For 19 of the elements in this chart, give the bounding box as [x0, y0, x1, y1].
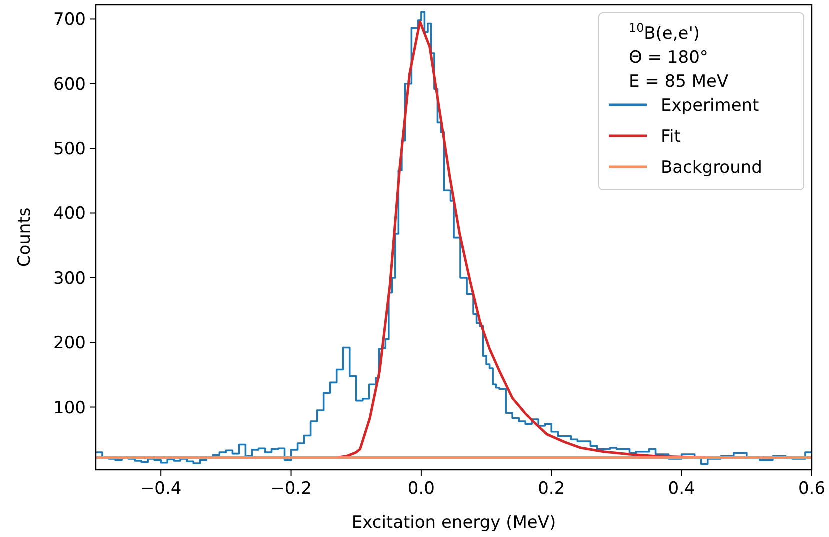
x-tick-label: 0.0	[408, 479, 435, 499]
y-axis-title: Counts	[15, 208, 35, 268]
y-tick-label: 500	[54, 140, 86, 160]
x-tick-label: 0.6	[798, 479, 826, 499]
y-tick-label: 100	[54, 398, 86, 418]
x-axis-title: Excitation energy (MeV)	[352, 513, 556, 533]
x-tick-label: −0.4	[140, 479, 182, 499]
y-tick-label: 300	[54, 268, 86, 289]
legend-label: Background	[661, 158, 762, 178]
x-tick-label: −0.2	[270, 479, 312, 499]
y-tick-label: 700	[54, 10, 86, 30]
y-tick-label: 400	[54, 204, 86, 224]
x-tick-label: 0.4	[668, 479, 696, 499]
legend-title: $^{10}$B(e,e') Θ = 180° E = 85 MeV	[629, 21, 729, 92]
y-tick-label: 600	[54, 74, 86, 95]
x-tick-label: 0.2	[538, 479, 566, 499]
legend-label: Experiment	[661, 96, 760, 116]
legend-label: Fit	[661, 127, 682, 147]
y-tick-label: 200	[54, 334, 86, 354]
